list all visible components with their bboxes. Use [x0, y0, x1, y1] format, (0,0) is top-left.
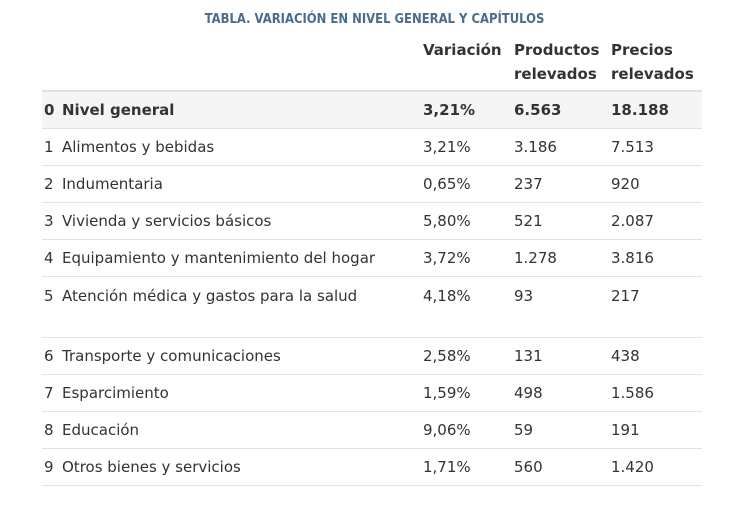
row-precios: 3.816: [611, 248, 654, 267]
row-label: Equipamiento y mantenimiento del hogar: [62, 248, 376, 267]
row-label: Nivel general: [62, 100, 175, 119]
row-label: Indumentaria: [62, 174, 163, 193]
header-productos: Productos relevados: [514, 41, 600, 83]
row-precios: 7.513: [611, 137, 654, 156]
row-label: Otros bienes y servicios: [62, 457, 241, 476]
row-precios: 217: [611, 286, 640, 305]
row-label: Esparcimiento: [62, 383, 169, 402]
row-precios: 2.087: [611, 211, 654, 230]
row-variacion: 2,58%: [423, 346, 471, 365]
row-productos: 521: [514, 211, 543, 230]
row-number: 9: [44, 457, 54, 476]
row-variacion: 3,21%: [423, 100, 476, 119]
row-number: 2: [44, 174, 54, 193]
row-precios: 18.188: [611, 100, 669, 119]
row-variacion: 0,65%: [423, 174, 471, 193]
row-precios: 191: [611, 420, 640, 439]
row-variacion: 3,72%: [423, 248, 471, 267]
table-title: TABLA. VARIACIÓN EN NIVEL GENERAL Y CAPÍ…: [204, 11, 545, 27]
table-row: 1 Alimentos y bebidas 3,21% 3.186 7.513: [42, 128, 702, 165]
table-row: 3 Vivienda y servicios básicos 5,80% 521 …: [42, 202, 702, 239]
row-number: 3: [44, 211, 54, 230]
row-label: Atención médica y gastos para la salud: [62, 286, 358, 305]
row-variacion: 5,80%: [423, 211, 471, 230]
row-variacion: 1,59%: [423, 383, 471, 402]
row-productos: 237: [514, 174, 543, 193]
table-row: 9 Otros bienes y servicios 1,71% 560 1.42…: [42, 448, 702, 485]
row-precios: 920: [611, 174, 640, 193]
row-precios: 1.420: [611, 457, 654, 476]
row-productos: 560: [514, 457, 543, 476]
row-productos: 1.278: [514, 248, 557, 267]
row-label: Vivienda y servicios básicos: [62, 211, 272, 230]
row-productos: 59: [514, 420, 534, 439]
table-row: 8 Educación 9,06% 59 191: [42, 411, 702, 448]
row-precios: 1.586: [611, 383, 654, 402]
table-row: 4 Equipamiento y mantenimiento del hogar …: [42, 239, 702, 276]
row-variacion: 4,18%: [423, 286, 471, 305]
row-variacion: 9,06%: [423, 420, 471, 439]
table-row: 5 Atención médica y gastos para la salud …: [42, 276, 702, 337]
row-label: Educación: [62, 420, 140, 439]
row-label: Transporte y comunicaciones: [62, 346, 281, 365]
row-number: 7: [44, 383, 54, 402]
row-number: 1: [44, 137, 54, 156]
row-number: 4: [44, 248, 54, 267]
row-productos: 93: [514, 286, 534, 305]
row-productos: 131: [514, 346, 543, 365]
variation-table: Variación Productos relevados Precios re…: [42, 36, 702, 486]
table-row-nivel-general: 0 Nivel general 3,21% 6.563 18.188: [42, 91, 702, 128]
row-precios: 438: [611, 346, 640, 365]
row-productos: 498: [514, 383, 543, 402]
row-number: 6: [44, 346, 54, 365]
header-variacion: Variación: [423, 41, 502, 59]
header-precios: Precios relevados: [611, 41, 694, 83]
table-row: 6 Transporte y comunicaciones 2,58% 131 4…: [42, 337, 702, 374]
header-label: [42, 36, 423, 91]
row-number: 8: [44, 420, 54, 439]
row-variacion: 1,71%: [423, 457, 471, 476]
row-productos: 6.563: [514, 100, 562, 119]
row-number: 5: [44, 286, 54, 305]
row-productos: 3.186: [514, 137, 557, 156]
table-row: 7 Esparcimiento 1,59% 498 1.586: [42, 374, 702, 411]
row-label: Alimentos y bebidas: [62, 137, 215, 156]
table-row: 2 Indumentaria 0,65% 237 920: [42, 165, 702, 202]
row-number: 0: [44, 100, 55, 119]
table-header-row: Variación Productos relevados Precios re…: [42, 36, 702, 91]
row-variacion: 3,21%: [423, 137, 471, 156]
